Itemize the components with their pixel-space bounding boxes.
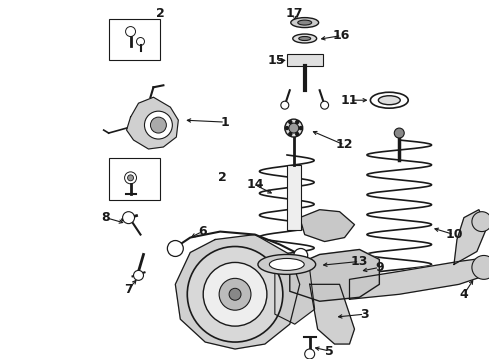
Text: 8: 8 [101,211,110,224]
Text: 15: 15 [267,54,285,67]
Circle shape [219,278,251,310]
Text: 17: 17 [286,7,303,20]
Circle shape [127,175,134,181]
Text: 16: 16 [333,29,350,42]
Polygon shape [349,257,489,299]
Circle shape [289,132,292,136]
Text: 1: 1 [220,116,229,129]
Circle shape [285,119,303,137]
Ellipse shape [370,92,408,108]
Circle shape [296,132,299,136]
Polygon shape [275,265,315,324]
Text: 3: 3 [360,308,369,321]
Text: 2: 2 [218,171,226,184]
Circle shape [305,349,315,359]
Circle shape [281,101,289,109]
Circle shape [150,117,167,133]
Circle shape [294,248,308,262]
Circle shape [289,123,299,133]
Circle shape [122,212,135,224]
Polygon shape [126,97,178,149]
Text: 11: 11 [341,94,358,107]
Ellipse shape [378,96,400,105]
Polygon shape [175,235,300,349]
Circle shape [299,127,302,130]
Circle shape [137,37,145,45]
Text: 9: 9 [375,261,384,274]
Circle shape [125,27,136,36]
Polygon shape [290,249,379,301]
Text: 4: 4 [460,288,468,301]
Ellipse shape [258,255,316,274]
Circle shape [320,101,329,109]
Circle shape [394,128,404,138]
Circle shape [124,172,137,184]
Text: 13: 13 [351,255,368,268]
Circle shape [145,111,172,139]
Circle shape [289,121,292,123]
Ellipse shape [291,18,318,28]
Text: 5: 5 [325,345,334,357]
Ellipse shape [298,20,312,25]
Circle shape [296,121,299,123]
Text: 12: 12 [336,139,353,152]
Bar [109,19,160,60]
Circle shape [203,262,267,326]
Text: 10: 10 [445,228,463,241]
Circle shape [285,127,288,130]
Text: 7: 7 [124,283,133,296]
Ellipse shape [270,258,304,270]
Bar [287,54,322,66]
Ellipse shape [293,34,317,43]
Polygon shape [300,210,354,242]
Ellipse shape [299,36,311,41]
Circle shape [187,247,283,342]
Text: 2: 2 [156,7,165,20]
Polygon shape [454,210,487,265]
Circle shape [134,270,144,280]
Polygon shape [310,284,354,344]
Bar [287,165,301,230]
Text: 14: 14 [246,178,264,191]
Circle shape [472,212,490,231]
Circle shape [168,240,183,256]
Circle shape [229,288,241,300]
Bar [109,158,160,200]
Circle shape [472,256,490,279]
Text: 6: 6 [198,225,206,238]
